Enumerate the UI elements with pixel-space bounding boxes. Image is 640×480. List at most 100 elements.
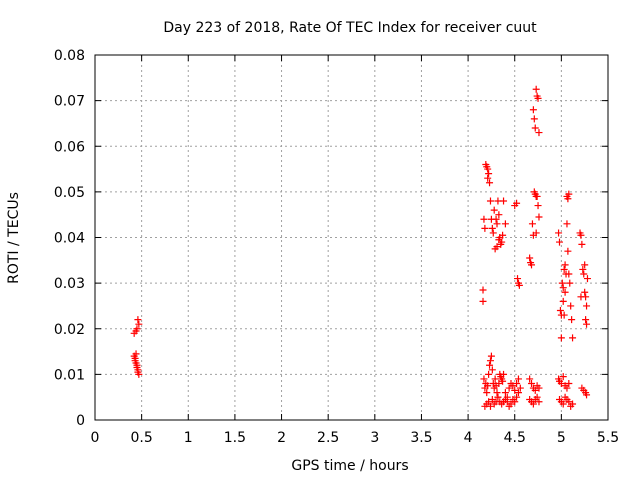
data-point-marker bbox=[486, 361, 494, 369]
x-axis-label: GPS time / hours bbox=[291, 458, 408, 474]
data-point-marker bbox=[500, 197, 508, 205]
data-point-marker bbox=[563, 220, 571, 228]
data-point-marker bbox=[559, 297, 567, 305]
data-point-marker bbox=[565, 398, 573, 406]
data-point-marker bbox=[489, 229, 497, 237]
data-point-marker bbox=[513, 393, 521, 401]
data-point-marker bbox=[495, 236, 503, 244]
y-tick-label: 0.08 bbox=[54, 48, 85, 64]
chart-title: Day 223 of 2018, Rate Of TEC Index for r… bbox=[163, 20, 537, 36]
data-point-marker bbox=[487, 352, 495, 360]
data-point-marker bbox=[495, 211, 503, 219]
data-point-marker bbox=[483, 389, 491, 397]
data-point-marker bbox=[135, 370, 143, 378]
data-point-marker bbox=[533, 192, 541, 200]
data-point-marker bbox=[583, 275, 591, 283]
data-point-marker bbox=[500, 370, 508, 378]
data-point-marker bbox=[485, 170, 493, 178]
data-point-marker bbox=[486, 197, 494, 205]
data-point-marker bbox=[577, 293, 585, 301]
data-point-marker bbox=[499, 231, 507, 239]
x-tick-label: 2.5 bbox=[317, 430, 339, 446]
data-point-marker bbox=[513, 199, 521, 207]
data-point-marker bbox=[560, 265, 568, 273]
data-point-marker bbox=[134, 316, 142, 324]
data-point-marker bbox=[555, 229, 563, 237]
y-tick-label: 0.01 bbox=[54, 367, 85, 383]
data-point-marker bbox=[488, 366, 496, 374]
data-point-marker bbox=[531, 124, 539, 132]
data-point-marker bbox=[561, 261, 569, 269]
data-point-marker bbox=[582, 316, 590, 324]
data-point-marker bbox=[132, 350, 140, 358]
data-point-marker bbox=[579, 265, 587, 273]
data-point-marker bbox=[493, 389, 501, 397]
data-point-marker bbox=[501, 389, 509, 397]
data-point-marker bbox=[479, 286, 487, 294]
x-tick-label: 5 bbox=[557, 430, 566, 446]
data-point-marker bbox=[563, 384, 571, 392]
data-point-marker bbox=[569, 334, 577, 342]
data-point-marker bbox=[486, 402, 494, 410]
data-point-marker bbox=[493, 243, 501, 251]
data-point-marker bbox=[531, 386, 539, 394]
x-tick-label: 0 bbox=[91, 430, 100, 446]
data-point-marker bbox=[135, 320, 143, 328]
data-point-marker bbox=[480, 215, 488, 223]
data-point-marker bbox=[532, 85, 540, 93]
data-point-marker bbox=[559, 284, 567, 292]
y-tick-label: 0.06 bbox=[54, 139, 85, 155]
data-point-marker bbox=[499, 377, 507, 385]
data-point-marker bbox=[484, 174, 492, 182]
data-point-marker bbox=[566, 279, 574, 287]
data-point-marker bbox=[565, 380, 573, 387]
data-point-marker bbox=[514, 275, 522, 283]
data-point-marker bbox=[486, 357, 494, 365]
x-tick-label: 4.5 bbox=[504, 430, 526, 446]
data-point-marker bbox=[514, 389, 522, 397]
data-point-marker bbox=[491, 375, 499, 383]
axis-ticks: 0 0.5 1 1.5 2 2.5 3 3.5 4 4.5 5 5.5 0 0.01 0.02 0.03 0.0… bbox=[54, 48, 619, 446]
data-point-marker bbox=[583, 302, 591, 310]
y-tick-label: 0 bbox=[76, 413, 85, 429]
y-tick-label: 0.07 bbox=[54, 94, 85, 110]
data-point-marker bbox=[565, 190, 573, 198]
data-point-marker bbox=[503, 398, 511, 406]
x-tick-label: 2 bbox=[277, 430, 286, 446]
x-tick-label: 3 bbox=[370, 430, 379, 446]
data-point-marker bbox=[581, 261, 589, 269]
data-point-marker bbox=[557, 380, 565, 387]
data-point-marker bbox=[485, 398, 493, 406]
data-point-marker bbox=[526, 375, 534, 383]
data-point-marker bbox=[492, 215, 500, 223]
data-point-marker bbox=[493, 220, 501, 228]
data-point-marker bbox=[583, 391, 591, 399]
data-point-marker bbox=[501, 220, 509, 228]
data-point-marker bbox=[511, 386, 519, 394]
x-tick-label: 1.5 bbox=[224, 430, 246, 446]
data-point-marker bbox=[494, 393, 502, 401]
y-tick-label: 0.02 bbox=[54, 322, 85, 338]
data-point-marker bbox=[488, 395, 496, 403]
data-point-marker bbox=[486, 179, 494, 187]
x-tick-label: 5.5 bbox=[597, 430, 619, 446]
y-tick-label: 0.04 bbox=[54, 231, 85, 247]
data-point-marker bbox=[533, 393, 541, 401]
data-point-marker bbox=[535, 129, 543, 137]
data-point-marker bbox=[505, 384, 513, 392]
data-point-marker bbox=[534, 94, 542, 102]
data-point-marker bbox=[535, 398, 543, 406]
data-point-marker bbox=[495, 380, 503, 387]
data-point-marker bbox=[556, 307, 564, 314]
data-point-marker bbox=[555, 238, 563, 246]
data-point-marker bbox=[514, 375, 522, 383]
data-point-marker bbox=[580, 270, 588, 278]
data-point-marker bbox=[133, 325, 141, 333]
data-point-marker bbox=[529, 106, 537, 114]
data-point-marker bbox=[530, 115, 538, 123]
data-point-marker bbox=[569, 400, 577, 408]
data-point-marker bbox=[535, 384, 543, 392]
data-point-marker bbox=[559, 373, 567, 381]
grid-lines bbox=[95, 55, 608, 420]
